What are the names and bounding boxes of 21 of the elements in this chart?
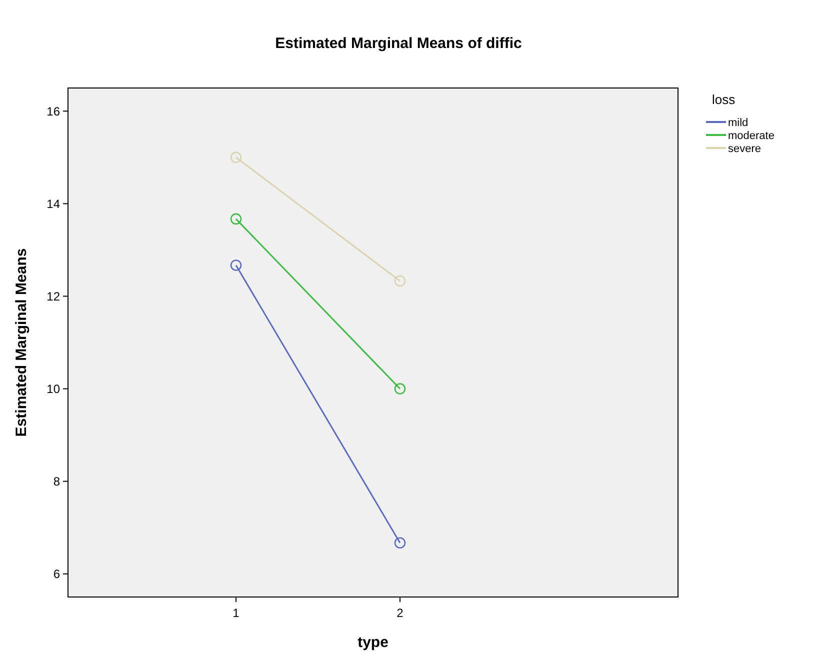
y-tick-label: 8 [53, 474, 60, 489]
legend-title: loss [712, 92, 736, 107]
x-tick-label: 2 [396, 606, 404, 620]
x-axis-title: type [358, 634, 388, 651]
point [394, 275, 406, 287]
y-tick-label: 14 [46, 196, 60, 211]
legend-label: mild [728, 116, 748, 129]
point [230, 213, 242, 225]
y-tick-label: 16 [46, 104, 60, 118]
point [394, 537, 406, 549]
x-tick-label: 1 [232, 606, 240, 620]
y-tick-label: 10 [46, 382, 60, 396]
point [230, 260, 242, 271]
point [394, 383, 406, 394]
legend-label: severe [728, 142, 762, 155]
y-axis-title: Estimated Marginal Means [13, 248, 30, 437]
y-tick-label: 6 [53, 567, 60, 582]
legend-label: moderate [728, 130, 774, 142]
chart-title: Estimated Marginal Means of diffic [275, 35, 522, 52]
y-tick-label: 12 [46, 289, 60, 304]
point [230, 152, 242, 164]
